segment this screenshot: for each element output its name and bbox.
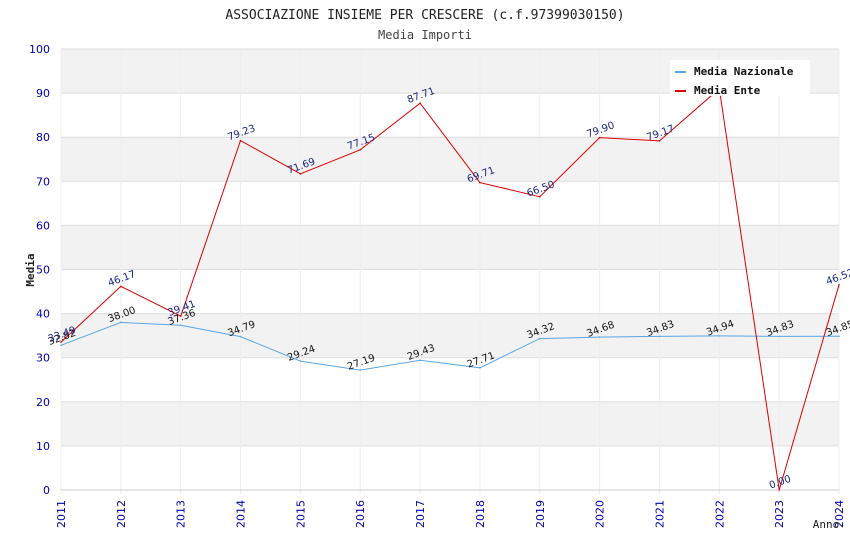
y-tick-label: 40 [36, 308, 50, 321]
legend-box [670, 60, 810, 96]
grid-band [61, 225, 839, 270]
data-point [479, 181, 481, 184]
y-axis-label: Media [24, 253, 37, 286]
data-point [598, 136, 601, 139]
x-tick-label: 2020 [594, 500, 607, 528]
data-point [598, 336, 601, 338]
series-group [60, 87, 840, 491]
legend: Media Nazionale Media Ente [670, 60, 810, 97]
data-point [658, 335, 661, 338]
data-point [179, 324, 182, 327]
legend-label-ente: Media Ente [694, 84, 761, 97]
x-tick-label: 2018 [474, 500, 487, 528]
x-tick-label: 2024 [833, 500, 846, 528]
data-point [239, 335, 242, 338]
data-point [658, 140, 661, 142]
grid-lines [60, 48, 840, 494]
x-tick-label: 2013 [175, 500, 188, 528]
data-point [778, 335, 780, 338]
data-point [419, 102, 421, 104]
x-tick-label: 2022 [713, 500, 726, 528]
y-tick-label: 30 [36, 352, 50, 365]
x-axis-label: Anno [813, 518, 840, 531]
y-tick-label: 90 [36, 87, 50, 100]
x-tick-label: 2012 [115, 500, 128, 528]
data-point [838, 284, 840, 286]
data-point [299, 173, 302, 175]
grid-band [61, 401, 839, 446]
x-tick-label: 2016 [354, 500, 367, 528]
chart-title: ASSOCIAZIONE INSIEME PER CRESCERE (c.f.9… [225, 8, 624, 23]
data-point [538, 337, 541, 340]
y-tick-label: 70 [36, 175, 50, 188]
x-tick-label: 2021 [653, 500, 666, 528]
y-tick-label: 100 [29, 43, 50, 56]
y-tick-label: 80 [36, 131, 50, 144]
series-line-nazionale [60, 321, 840, 371]
data-point [359, 369, 362, 371]
data-point [479, 366, 481, 369]
legend-label-nazionale: Media Nazionale [694, 65, 794, 78]
y-tick-label: 20 [36, 396, 50, 409]
y-tick-label: 60 [36, 219, 50, 232]
x-tick-label: 2014 [235, 500, 248, 528]
x-tick-label: 2017 [414, 500, 427, 528]
x-tick-label: 2023 [773, 500, 786, 528]
data-point [718, 335, 721, 337]
chart-subtitle: Media Importi [378, 28, 472, 42]
data-point [419, 359, 421, 362]
data-point [838, 335, 840, 338]
data-point [179, 315, 182, 318]
grid-band [61, 137, 839, 182]
x-axis: 2011 2012 2013 2014 2015 2016 2017 2018 2019 2020… [55, 489, 846, 528]
y-tick-label: 10 [36, 440, 50, 453]
data-point [239, 139, 242, 142]
data-point [778, 489, 780, 491]
series-line-ente [60, 87, 840, 491]
x-tick-label: 2019 [534, 500, 547, 528]
x-tick-label: 2015 [294, 500, 307, 528]
y-axis: 0 10 20 30 40 50 60 70 80 90 100 [29, 43, 50, 497]
data-point [120, 321, 122, 324]
x-tick-label: 2011 [55, 500, 68, 528]
data-point [60, 341, 62, 344]
y-tick-label: 0 [43, 484, 50, 497]
data-point [120, 285, 122, 288]
data-point [60, 344, 62, 347]
data-point [299, 360, 302, 362]
data-point [538, 195, 541, 198]
data-point [359, 148, 362, 151]
y-tick-label: 50 [36, 264, 50, 277]
